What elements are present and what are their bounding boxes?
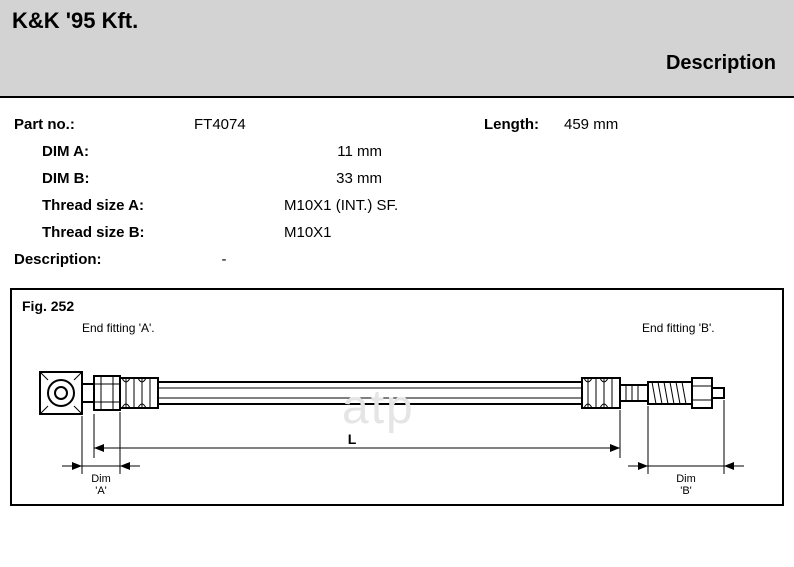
dim-b-text1: Dim	[676, 473, 696, 485]
fitting-b-tip	[712, 388, 724, 398]
thread-a-label: Thread size A:	[14, 197, 222, 214]
thread-a-value: M10X1 (INT.) SF.	[222, 197, 422, 214]
section-title: Description	[666, 52, 776, 75]
thread-b-value: M10X1	[222, 224, 422, 241]
fitting-b-stem	[620, 385, 648, 401]
end-a-label: End fitting 'A'.	[82, 321, 155, 335]
dim-a-label: DIM A:	[14, 143, 222, 160]
description-label: Description:	[14, 251, 194, 268]
dim-a-text1: Dim	[91, 473, 111, 485]
dim-b-label: DIM B:	[14, 170, 222, 187]
part-no-label: Part no.:	[14, 116, 194, 133]
length-label: Length:	[484, 116, 564, 133]
description-value: -	[194, 251, 254, 268]
length-value: 459 mm	[564, 116, 618, 133]
fitting-a-outer-circle	[48, 380, 74, 406]
fitting-a-inner-circle	[55, 387, 67, 399]
dim-a-text2: 'A'	[95, 485, 107, 497]
thread-b-label: Thread size B:	[14, 224, 222, 241]
figure-label: Fig. 252	[22, 298, 772, 314]
fitting-a-neck	[82, 384, 94, 402]
dim-b-text2: 'B'	[680, 485, 692, 497]
dim-b-value: 33 mm	[222, 170, 382, 187]
part-no-value: FT4074	[194, 116, 484, 133]
header-bar: K&K '95 Kft. Description	[0, 0, 794, 98]
end-b-label: End fitting 'B'.	[642, 321, 715, 335]
company-name: K&K '95 Kft.	[12, 8, 782, 34]
figure-box: Fig. 252 atp End fitting 'A'. End fittin…	[10, 288, 784, 506]
fitting-b-nut	[692, 378, 712, 408]
dim-l-text: L	[348, 431, 357, 447]
hose-diagram: End fitting 'A'. End fitting 'B'.	[22, 318, 772, 498]
specs-block: Part no.: FT4074 Length: 459 mm DIM A: 1…	[0, 98, 794, 284]
dim-a-value: 11 mm	[222, 143, 382, 160]
fitting-a-hex	[94, 376, 120, 410]
